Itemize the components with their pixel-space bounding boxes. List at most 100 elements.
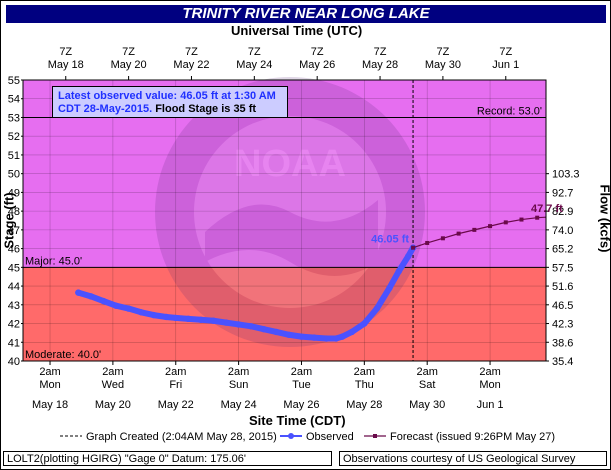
right-tick-label: 46.5	[552, 300, 573, 312]
bottom-tick-day: Thu	[355, 379, 374, 391]
forecast-point	[519, 217, 524, 222]
chart-title: TRINITY RIVER NEAR LONG LAKE	[6, 5, 606, 23]
bottom-tick-day: Wed	[102, 379, 124, 391]
left-tick-label: 52	[8, 131, 20, 143]
left-tick-label: 44	[8, 281, 20, 293]
forecast-point	[411, 245, 416, 250]
bottom-tick-day: Tue	[292, 379, 311, 391]
latest-value-label: 46.05 ft	[371, 234, 409, 246]
right-tick-label: 74.0	[552, 225, 573, 237]
noaa-logo-watermark: NOAA	[155, 77, 425, 347]
left-tick-label: 43	[8, 300, 20, 312]
infobox-line2: CDT 28-May-2015. Flood Stage is 35 ft	[58, 103, 287, 116]
observed-point	[332, 335, 340, 342]
plot-border	[22, 79, 547, 362]
bottom-tick-date: May 30	[409, 399, 445, 411]
infobox-line1: Latest observed value: 46.05 ft at 1:30 …	[58, 90, 276, 102]
bottom-tick-time: 2am	[479, 366, 500, 378]
left-tick-label: 45	[8, 262, 20, 274]
observed-point	[339, 333, 346, 340]
top-tick-date: Jun 1	[492, 59, 519, 71]
latest-value-infobox: Latest observed value: 46.05 ft at 1:30 …	[52, 86, 288, 118]
annotations: Record: 53.0' Major: 45.0' Moderate: 40.0'…	[25, 105, 563, 361]
moderate-flood-zone	[23, 267, 546, 361]
major-label: Major: 45.0'	[25, 255, 82, 267]
observed-point	[87, 293, 95, 300]
bottom-tick-date: May 20	[95, 399, 131, 411]
left-tick-label: 53	[8, 112, 20, 124]
left-tick-label: 54	[8, 94, 20, 106]
left-tick-label: 41	[8, 337, 20, 349]
top-tick-time: 7Z	[311, 46, 324, 58]
top-tick-time: 7Z	[185, 46, 198, 58]
bottom-tick-day: Mon	[39, 379, 60, 391]
observed-point	[222, 319, 230, 326]
observed-point	[273, 328, 280, 336]
top-axis-title: Universal Time (UTC)	[231, 23, 363, 38]
observed-point	[310, 334, 318, 341]
bottom-tick-time: 2am	[228, 366, 249, 378]
observed-point	[163, 313, 170, 321]
top-tick-time: 7Z	[499, 46, 512, 58]
right-tick-label: 35.4	[552, 356, 573, 368]
left-tick-label: 40	[8, 356, 20, 368]
bottom-tick-time: 2am	[354, 366, 375, 378]
observed-point	[137, 309, 145, 316]
bottom-tick-date: May 18	[32, 399, 68, 411]
observed-point	[235, 321, 242, 328]
left-tick-label: 50	[8, 169, 20, 181]
forecast-point	[503, 220, 508, 225]
legend-observed-marker	[288, 433, 294, 439]
infobox-flood-stage: Flood Stage is 35 ft	[152, 103, 257, 115]
right-tick-label: 51.6	[552, 281, 573, 293]
observed-point	[247, 323, 255, 330]
top-tick-date: May 24	[236, 59, 272, 71]
bottom-tick-time: 2am	[291, 366, 312, 378]
observed-point	[373, 305, 381, 312]
observed-point	[197, 316, 205, 323]
top-tick-date: May 22	[173, 59, 209, 71]
top-tick-date: May 26	[299, 59, 335, 71]
bottom-tick-date: May 26	[283, 399, 319, 411]
tick-labels: 40 41 42 43 44 45 46 47 48 49 50 51 52 53 54 55 35.4 38.6…	[8, 46, 580, 411]
bottom-tick-date: May 24	[221, 399, 257, 411]
observed-point	[112, 302, 120, 309]
top-tick-date: May 28	[362, 59, 398, 71]
top-tick-date: May 18	[48, 59, 84, 71]
observed-point	[298, 333, 305, 340]
right-tick-label: 82.9	[552, 206, 573, 218]
legend-created-label: Graph Created (2:04AM May 28, 2015)	[86, 431, 277, 443]
record-label: Record: 53.0'	[477, 105, 542, 117]
right-tick-label: 65.2	[552, 244, 573, 256]
forecast-point	[573, 218, 577, 222]
courtesy-footer: Observations courtesy of US Geological S…	[339, 451, 607, 466]
observed-point	[125, 305, 132, 312]
left-tick-label: 48	[8, 206, 20, 218]
observed-point	[260, 325, 267, 333]
svg-text:NOAA: NOAA	[234, 143, 346, 185]
left-tick-label: 51	[8, 150, 20, 162]
observed-point	[185, 315, 192, 323]
forecast-point	[488, 224, 493, 229]
right-tick-label: 42.3	[552, 319, 573, 331]
bottom-axis-title: Site Time (CDT)	[249, 413, 346, 428]
forecast-point	[440, 236, 445, 241]
bottom-tick-time: 2am	[102, 366, 123, 378]
forecast-point	[425, 240, 430, 245]
left-tick-label: 46	[8, 244, 20, 256]
legend: Graph Created (2:04AM May 28, 2015) Obser…	[60, 431, 555, 443]
observed-point	[323, 335, 330, 342]
observed-point	[395, 267, 403, 275]
top-tick-time: 7Z	[248, 46, 261, 58]
bottom-tick-time: 2am	[416, 366, 437, 378]
bottom-tick-day: Fri	[169, 379, 182, 391]
bottom-tick-day: Mon	[479, 379, 500, 391]
legend-forecast-marker	[373, 434, 377, 438]
infobox-line2-date: CDT 28-May-2015.	[58, 103, 153, 115]
top-tick-date: May 30	[425, 59, 461, 71]
observed-point	[150, 311, 157, 319]
bottom-tick-day: Sun	[229, 379, 249, 391]
observed-point	[386, 284, 393, 292]
legend-observed-label: Observed	[306, 431, 354, 443]
